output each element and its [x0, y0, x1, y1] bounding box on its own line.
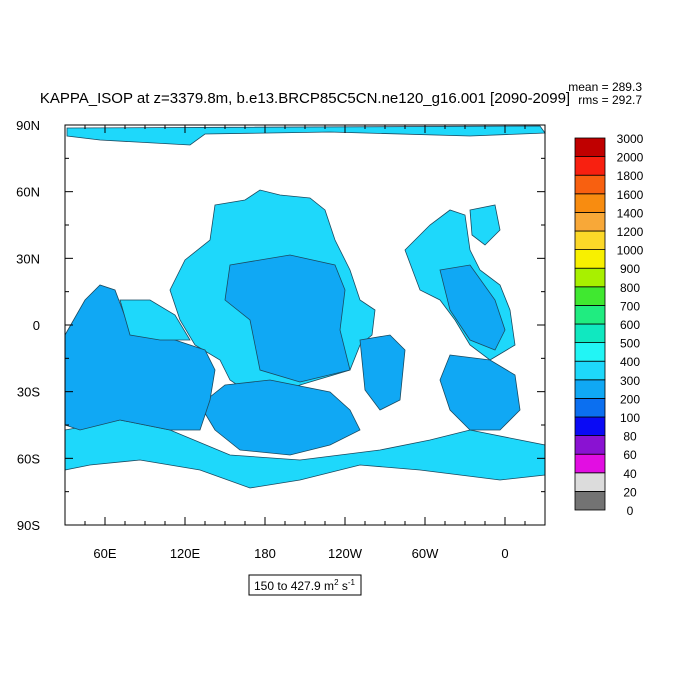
lat-label: 0 — [33, 318, 40, 333]
range-sup: -1 — [348, 578, 356, 587]
colorbar-box — [574, 249, 606, 269]
colorbar-box — [574, 435, 606, 455]
colorbar-box — [574, 286, 606, 306]
range-text: 150 to 427.9 m — [254, 579, 334, 593]
lat-label: 60S — [17, 451, 40, 466]
colorbar-box — [574, 174, 606, 195]
colorbar-box — [574, 211, 606, 232]
colorbar-label: 800 — [620, 281, 640, 295]
colorbar-label: 600 — [620, 318, 640, 332]
indian-upper — [119, 299, 191, 341]
greenland-patch — [469, 204, 501, 246]
axis-labels: 90N 60N 30N 0 30S 60S 90S 60E 120E 180 120W 60W 0 — [16, 118, 508, 561]
colorbar-box — [574, 323, 606, 344]
lat-label: 30S — [17, 385, 40, 400]
colorbar-label: 3000 — [617, 132, 644, 146]
colorbar-label: 40 — [623, 467, 637, 481]
colorbar-box — [574, 342, 606, 362]
colorbar-label: 100 — [620, 411, 640, 425]
colorbar-box — [574, 267, 606, 288]
colorbar-box — [574, 397, 606, 418]
south-atlantic — [439, 354, 521, 431]
colorbar-box — [574, 453, 606, 474]
colorbar-label: 1600 — [617, 188, 644, 202]
colorbar-label: 80 — [623, 430, 637, 444]
lat-label: 90S — [17, 518, 40, 533]
colorbar-label: 500 — [620, 337, 640, 351]
range-box — [248, 574, 362, 596]
lat-label: 60N — [16, 185, 40, 200]
colorbar-label: 20 — [623, 485, 637, 499]
colorbar-box — [574, 230, 606, 251]
frame-ticks — [64, 124, 546, 526]
caribbean-patch — [359, 334, 406, 411]
colorbar-box — [574, 472, 606, 492]
lon-label: 60E — [93, 546, 116, 561]
colorbar-box — [574, 156, 606, 176]
mean-label: mean = 289.3 — [568, 80, 642, 94]
colorbar-box — [574, 304, 606, 325]
range-sup: 2 — [334, 578, 339, 587]
lon-label: 120E — [170, 546, 201, 561]
indian-ocean — [64, 284, 216, 431]
rms-label: rms = 292.7 — [578, 93, 642, 107]
range-label: 150 to 427.9 m2 s-1 — [254, 578, 356, 593]
title: KAPPA_ISOP at z=3379.8m, b.e13.BRCP85C5C… — [40, 90, 570, 107]
pacific-mid — [224, 254, 351, 383]
lat-label: 90N — [16, 118, 40, 133]
colorbar-box — [574, 137, 606, 158]
lat-label: 30N — [16, 251, 40, 266]
map-field — [64, 125, 546, 489]
colorbar-label: 200 — [620, 392, 640, 406]
colorbar-label: 400 — [620, 355, 640, 369]
colorbar-box — [574, 416, 606, 437]
colorbar-box — [574, 379, 606, 399]
colorbar-label: 1800 — [617, 169, 644, 183]
atlantic-deep — [439, 264, 506, 351]
south-pacific — [199, 379, 361, 456]
colorbar: 0 20 40 60 80 100 200 300 400 500 600 700 800 900 1000… — [574, 132, 644, 518]
colorbar-label: 60 — [623, 448, 637, 462]
colorbar-box — [574, 193, 606, 213]
lon-label: 60W — [412, 546, 439, 561]
colorbar-label: 0 — [627, 504, 634, 518]
colorbar-label: 1200 — [617, 225, 644, 239]
lon-label: 180 — [254, 546, 276, 561]
range-mid: s — [339, 579, 348, 593]
colorbar-box — [574, 490, 606, 511]
colorbar-label: 1000 — [617, 244, 644, 258]
lon-label: 0 — [501, 546, 508, 561]
colorbar-label: 2000 — [617, 151, 644, 165]
lon-label: 120W — [328, 546, 363, 561]
colorbar-label: 300 — [620, 374, 640, 388]
colorbar-label: 1400 — [617, 206, 644, 220]
colorbar-label: 900 — [620, 262, 640, 276]
colorbar-box — [574, 360, 606, 381]
colorbar-label: 700 — [620, 299, 640, 313]
